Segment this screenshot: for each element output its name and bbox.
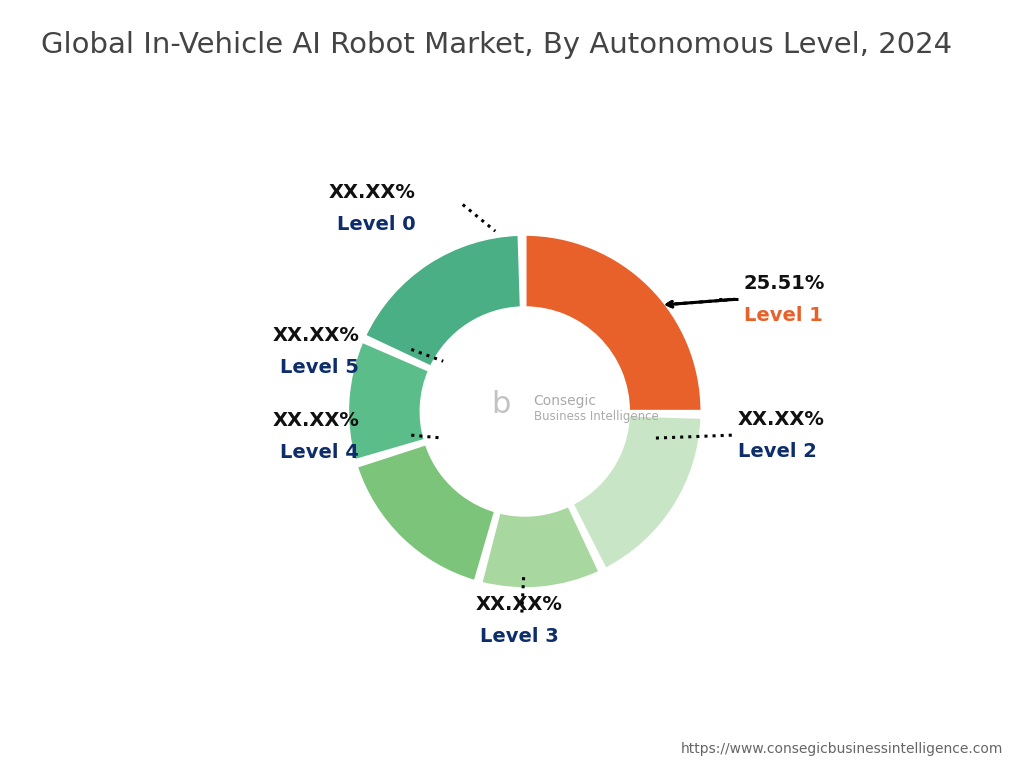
Text: Level 5: Level 5 xyxy=(281,358,359,376)
Text: 25.51%: 25.51% xyxy=(743,274,825,293)
Text: Level 4: Level 4 xyxy=(281,443,359,462)
Wedge shape xyxy=(365,234,521,367)
Text: XX.XX%: XX.XX% xyxy=(329,183,416,201)
Text: Consegic: Consegic xyxy=(534,394,597,408)
Text: Global In-Vehicle AI Robot Market, By Autonomous Level, 2024: Global In-Vehicle AI Robot Market, By Au… xyxy=(41,31,952,58)
Wedge shape xyxy=(480,505,600,589)
Text: Level 3: Level 3 xyxy=(479,627,558,646)
Text: XX.XX%: XX.XX% xyxy=(272,326,359,345)
Text: Level 0: Level 0 xyxy=(337,214,416,233)
Text: XX.XX%: XX.XX% xyxy=(272,412,359,430)
Text: b: b xyxy=(492,390,511,419)
Wedge shape xyxy=(571,415,702,570)
Text: Business Intelligence: Business Intelligence xyxy=(534,409,658,422)
Text: https://www.consegicbusinessintelligence.com: https://www.consegicbusinessintelligence… xyxy=(681,743,1004,756)
Text: Level 2: Level 2 xyxy=(737,442,816,462)
Wedge shape xyxy=(356,443,496,582)
Text: Level 1: Level 1 xyxy=(743,306,822,325)
Wedge shape xyxy=(524,234,702,412)
Text: XX.XX%: XX.XX% xyxy=(475,594,562,614)
Wedge shape xyxy=(347,341,430,461)
Text: XX.XX%: XX.XX% xyxy=(737,410,824,429)
